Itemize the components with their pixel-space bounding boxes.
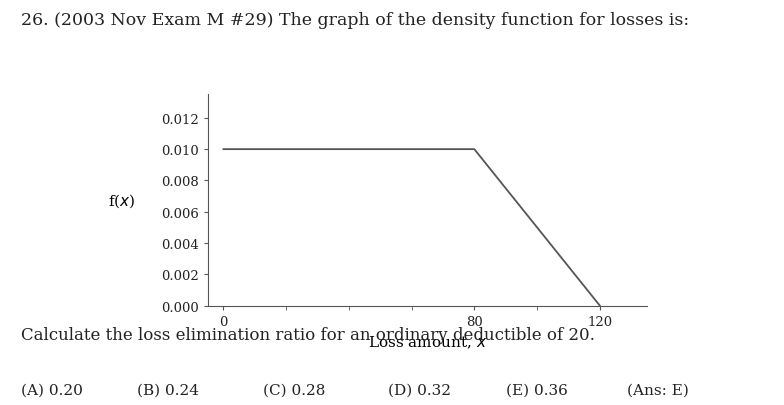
- Text: (B) 0.24: (B) 0.24: [137, 383, 199, 396]
- Text: (C) 0.28: (C) 0.28: [263, 383, 325, 396]
- Text: 26. (2003 Nov Exam M #29) The graph of the density function for losses is:: 26. (2003 Nov Exam M #29) The graph of t…: [21, 12, 689, 29]
- Y-axis label: f($x$): f($x$): [108, 192, 136, 209]
- Text: (Ans: E): (Ans: E): [627, 383, 689, 396]
- X-axis label: Loss amount, $x$: Loss amount, $x$: [368, 333, 487, 350]
- Text: (E) 0.36: (E) 0.36: [506, 383, 568, 396]
- Text: (D) 0.32: (D) 0.32: [388, 383, 451, 396]
- Text: (A) 0.20: (A) 0.20: [21, 383, 83, 396]
- Text: Calculate the loss elimination ratio for an ordinary deductible of 20.: Calculate the loss elimination ratio for…: [21, 326, 595, 343]
